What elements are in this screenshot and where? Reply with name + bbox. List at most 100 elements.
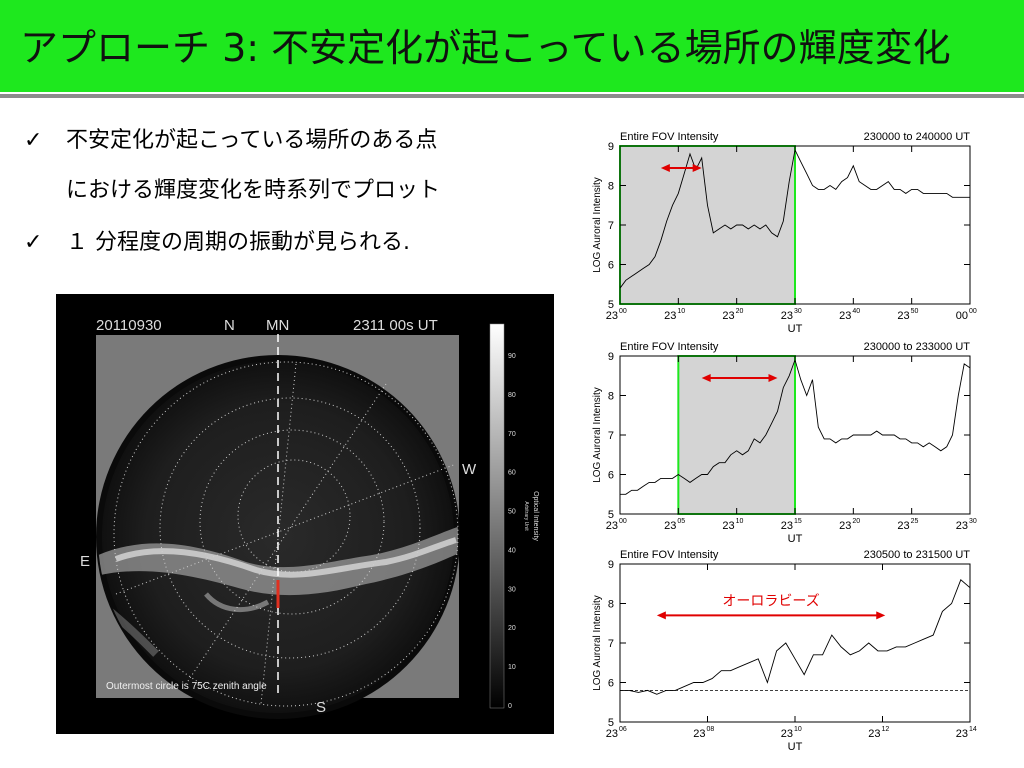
- chart-title: Entire FOV Intensity: [620, 549, 719, 561]
- x-tick-hour: 23: [897, 310, 909, 322]
- x-tick-hour: 23: [839, 310, 851, 322]
- chart-title: Entire FOV Intensity: [620, 341, 719, 353]
- x-tick-hour: 00: [956, 310, 968, 322]
- x-tick-hour: 23: [606, 520, 618, 532]
- x-tick-hour: 23: [664, 310, 676, 322]
- y-tick-label: 8: [608, 599, 614, 611]
- y-tick-label: 6: [608, 678, 614, 690]
- bullet-1-line-2: における輝度変化を時系列でプロット: [66, 178, 441, 203]
- x-tick-minute: 25: [911, 518, 919, 525]
- image-date: 20110930: [96, 317, 162, 334]
- plot-area: [620, 564, 970, 722]
- bullet-2-line-1: １ 分程度の周期の振動が見られる.: [66, 230, 410, 255]
- grid-meridians: [115, 363, 457, 705]
- chart-range-label: 230000 to 240000 UT: [864, 131, 971, 143]
- x-tick-minute: 50: [911, 308, 919, 315]
- range-arrow-head-right: [768, 374, 778, 382]
- x-tick-minute: 00: [969, 308, 977, 315]
- colorbar-title: Optical Intensity: [532, 491, 539, 541]
- x-tick-minute: 14: [969, 726, 977, 733]
- x-tick-minute: 15: [794, 518, 802, 525]
- bullet-1-line-1: 不安定化が起こっている場所のある点: [66, 128, 438, 153]
- allsky-image: 20110930 N MN 2311 00s UT E W S Outermos…: [56, 294, 554, 734]
- x-tick-hour: 23: [664, 520, 676, 532]
- x-axis-label: UT: [788, 323, 803, 335]
- y-tick-label: 7: [608, 638, 614, 650]
- x-tick-hour: 23: [722, 310, 734, 322]
- x-tick-minute: 00: [619, 518, 627, 525]
- annotation-aurora-beads: オーロラビーズ: [722, 592, 819, 608]
- intensity-series-line: [620, 579, 971, 695]
- colorbar-tick-label: 60: [508, 470, 516, 477]
- x-tick-hour: 23: [722, 520, 734, 532]
- range-arrow-head-left: [660, 164, 670, 172]
- x-tick-hour: 23: [897, 520, 909, 532]
- slide-title: アプローチ 3: 不安定化が起こっている場所の輝度変化: [20, 26, 951, 70]
- x-tick-minute: 20: [852, 518, 860, 525]
- y-tick-label: 8: [608, 391, 614, 403]
- range-arrow-head-right: [692, 164, 702, 172]
- y-axis-label: LOG Auroral Intensity: [592, 387, 603, 483]
- x-tick-hour: 23: [839, 520, 851, 532]
- colorbar-tick-label: 80: [508, 392, 516, 399]
- label-south: S: [316, 699, 326, 716]
- colorbar-tick-label: 10: [508, 664, 516, 671]
- y-tick-label: 7: [608, 430, 614, 442]
- x-tick-minute: 10: [794, 726, 802, 733]
- y-tick-label: 6: [608, 260, 614, 272]
- highlight-region: [677, 355, 796, 515]
- y-tick-label: 9: [608, 351, 614, 363]
- x-axis-label: UT: [788, 533, 803, 545]
- x-tick-hour: 23: [606, 310, 618, 322]
- check-icon: ✓: [24, 230, 43, 255]
- colorbar-tick-label: 30: [508, 586, 516, 593]
- label-east: E: [80, 553, 90, 570]
- x-tick-minute: 20: [736, 308, 744, 315]
- chart-range-label: 230000 to 233000 UT: [864, 341, 971, 353]
- x-tick-hour: 23: [781, 728, 793, 740]
- grid-circles: [113, 361, 459, 707]
- x-tick-hour: 23: [868, 728, 880, 740]
- x-tick-hour: 23: [781, 310, 793, 322]
- x-tick-hour: 23: [781, 520, 793, 532]
- colorbar-tick-label: 90: [508, 353, 516, 360]
- y-tick-label: 6: [608, 470, 614, 482]
- title-divider: [0, 94, 1024, 98]
- range-arrow-head-left: [656, 611, 666, 620]
- range-arrow-head-right: [876, 611, 886, 620]
- y-tick-label: 9: [608, 141, 614, 153]
- range-arrow-head-left: [701, 374, 711, 382]
- x-tick-minute: 30: [969, 518, 977, 525]
- y-tick-label: 5: [608, 717, 614, 729]
- colorbar-tick-label: 50: [508, 509, 516, 516]
- colorbar-subtitle: Arbitrary Unit: [523, 501, 529, 531]
- chart-title: Entire FOV Intensity: [620, 131, 719, 143]
- x-tick-minute: 40: [852, 308, 860, 315]
- colorbar-tick-label: 0: [508, 703, 512, 710]
- colorbar-ticks: 90 80 70 60 50 40 30 20 10 0: [508, 353, 516, 710]
- y-axis-label: LOG Auroral Intensity: [592, 595, 603, 691]
- y-tick-label: 7: [608, 220, 614, 232]
- x-tick-minute: 06: [619, 726, 627, 733]
- x-tick-hour: 23: [956, 520, 968, 532]
- colorbar-tick-label: 70: [508, 431, 516, 438]
- title-bar: アプローチ 3: 不安定化が起こっている場所の輝度変化: [0, 0, 1024, 92]
- y-tick-label: 5: [608, 299, 614, 311]
- x-tick-hour: 23: [606, 728, 618, 740]
- y-tick-label: 5: [608, 509, 614, 521]
- x-tick-minute: 12: [882, 726, 890, 733]
- y-tick-label: 8: [608, 181, 614, 193]
- x-tick-hour: 23: [693, 728, 705, 740]
- image-caption: Outermost circle is 75C zenith angle: [106, 681, 267, 692]
- x-axis-label: UT: [788, 741, 803, 753]
- label-magnetic-north: MN: [266, 317, 289, 334]
- y-axis-label: LOG Auroral Intensity: [592, 177, 603, 273]
- x-tick-minute: 00: [619, 308, 627, 315]
- image-time: 2311 00s UT: [353, 317, 438, 334]
- x-tick-minute: 05: [677, 518, 685, 525]
- y-tick-label: 9: [608, 559, 614, 571]
- colorbar: [489, 323, 505, 709]
